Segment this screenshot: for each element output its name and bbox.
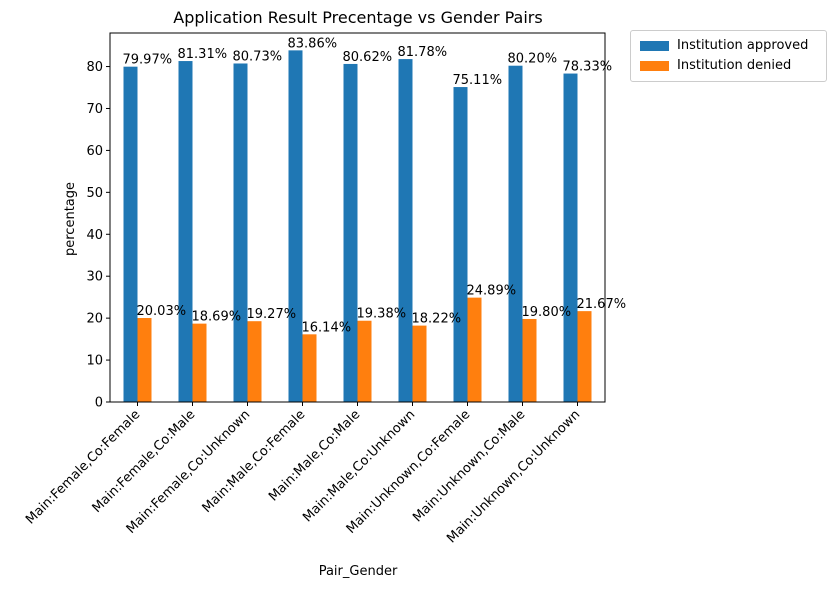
y-tick-label-4: 40 — [86, 228, 103, 243]
bar-approved-0 — [123, 66, 138, 402]
x-tick-label-0: Main:Female,Co:Female — [23, 407, 143, 527]
bar-approved-8 — [563, 73, 578, 402]
bar-approved-1 — [178, 61, 193, 402]
bar-denied-8 — [577, 311, 592, 402]
data-label-approved-3: 83.86% — [288, 36, 338, 51]
data-label-approved-1: 81.31% — [178, 47, 228, 62]
data-label-approved-0: 79.97% — [123, 53, 173, 68]
bar-denied-0 — [137, 318, 152, 402]
bar-denied-3 — [302, 334, 317, 402]
data-labels-layer: 79.97% 81.31% 80.73% 83.86% 80.62% 81.78% 75.1… — [123, 36, 627, 335]
plot-frame — [109, 32, 606, 403]
y-tick-label-3: 30 — [86, 270, 103, 285]
data-label-denied-1: 18.69% — [192, 310, 242, 325]
data-label-approved-8: 78.33% — [563, 60, 613, 75]
bar-denied-2 — [247, 321, 262, 402]
bar-approved-4 — [343, 63, 358, 403]
data-label-denied-4: 19.38% — [357, 307, 407, 322]
data-label-approved-7: 80.20% — [508, 52, 558, 67]
legend-swatch-approved — [640, 40, 669, 51]
x-tick-label-7: Main:Unknown,Co:Male — [410, 407, 528, 525]
bar-denied-6 — [467, 297, 482, 402]
data-label-denied-2: 19.27% — [247, 307, 297, 322]
data-label-approved-6: 75.11% — [453, 73, 503, 88]
y-tick-label-1: 10 — [86, 354, 103, 369]
x-tick-label-5: Main:Male,Co:Unknown — [300, 407, 418, 525]
y-tick-label-6: 60 — [86, 144, 103, 159]
legend-item-approved: Institution approved — [631, 38, 808, 53]
bar-approved-7 — [508, 65, 523, 402]
x-ticks-layer: Main:Female,Co:FemaleMain:Female,Co:Male… — [23, 402, 583, 546]
y-tick-label-5: 50 — [86, 186, 103, 201]
bar-approved-6 — [453, 87, 468, 402]
bar-approved-3 — [288, 50, 303, 402]
x-tick-label-3: Main:Male,Co:Female — [200, 407, 309, 516]
legend-item-denied: Institution denied — [631, 58, 791, 73]
bar-denied-7 — [522, 318, 537, 402]
legend: Institution approved Institution denied — [630, 30, 827, 82]
data-label-denied-7: 19.80% — [522, 305, 572, 320]
x-tick-label-1: Main:Female,Co:Male — [90, 407, 199, 516]
y-tick-label-8: 80 — [86, 60, 103, 75]
x-axis-label: Pair_Gender — [319, 564, 398, 579]
y-tick-label-7: 70 — [86, 102, 103, 117]
bar-denied-1 — [192, 323, 207, 402]
data-label-denied-5: 18.22% — [412, 312, 462, 327]
bar-denied-5 — [412, 325, 427, 402]
data-label-denied-0: 20.03% — [137, 304, 187, 319]
data-label-denied-8: 21.67% — [577, 297, 627, 312]
bar-approved-2 — [233, 63, 248, 402]
data-label-approved-5: 81.78% — [398, 45, 448, 60]
y-ticks-layer: 0 10 20 30 40 50 60 70 80 — [86, 60, 110, 411]
y-tick-label-0: 0 — [95, 396, 103, 411]
legend-swatch-denied — [640, 60, 669, 71]
bar-approved-5 — [398, 59, 413, 402]
data-label-approved-4: 80.62% — [343, 50, 393, 65]
bar-denied-4 — [357, 320, 372, 402]
data-label-denied-3: 16.14% — [302, 320, 352, 335]
y-axis-label: percentage — [63, 182, 78, 256]
chart-title: Application Result Precentage vs Gender … — [173, 8, 542, 27]
data-label-denied-6: 24.89% — [467, 284, 517, 299]
x-tick-label-4: Main:Male,Co:Male — [266, 407, 363, 504]
y-tick-label-2: 20 — [86, 312, 103, 327]
legend-label-denied: Institution denied — [677, 58, 792, 73]
bars-layer — [123, 50, 592, 403]
legend-label-approved: Institution approved — [677, 38, 809, 53]
data-label-approved-2: 80.73% — [233, 49, 283, 64]
